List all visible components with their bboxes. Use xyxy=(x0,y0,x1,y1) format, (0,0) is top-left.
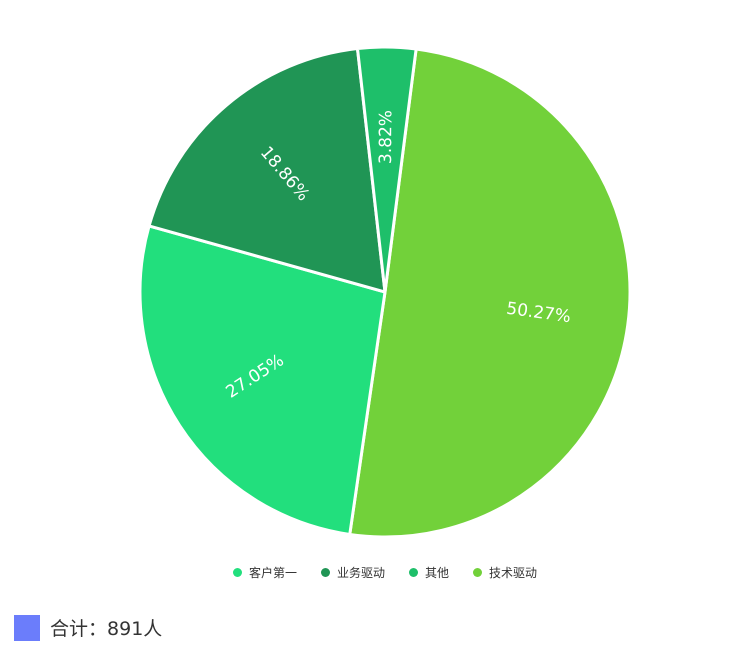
legend-item-business-driven[interactable]: 业务驱动 xyxy=(320,564,385,581)
legend-item-customer-first[interactable]: 客户第一 xyxy=(232,564,297,581)
legend-label: 技术驱动 xyxy=(489,566,538,580)
legend-swatch xyxy=(409,568,418,577)
total-value: 891人 xyxy=(107,618,163,640)
legend-label: 客户第一 xyxy=(248,566,297,580)
legend-swatch xyxy=(320,568,330,577)
legend-swatch xyxy=(473,568,483,577)
total-label: 合计： xyxy=(50,618,108,640)
legend-swatch xyxy=(232,568,242,577)
total-summary: 合计：891人 xyxy=(14,614,162,641)
pie-slice-0[interactable] xyxy=(348,47,632,539)
slice-label-3: 3.82% xyxy=(376,110,396,164)
chart-legend: 客户第一 业务驱动 其他 技术驱动 xyxy=(0,564,732,581)
legend-item-other[interactable]: 其他 xyxy=(409,564,449,581)
legend-label: 其他 xyxy=(425,566,450,580)
total-text: 合计：891人 xyxy=(50,614,162,641)
pie-slice-1[interactable] xyxy=(138,224,387,536)
legend-item-tech-driven[interactable]: 技术驱动 xyxy=(473,564,537,581)
total-swatch xyxy=(14,614,40,641)
pie-slice-3[interactable] xyxy=(355,45,418,294)
pie-slice-2[interactable] xyxy=(147,47,387,294)
legend-label: 业务驱动 xyxy=(336,566,385,580)
